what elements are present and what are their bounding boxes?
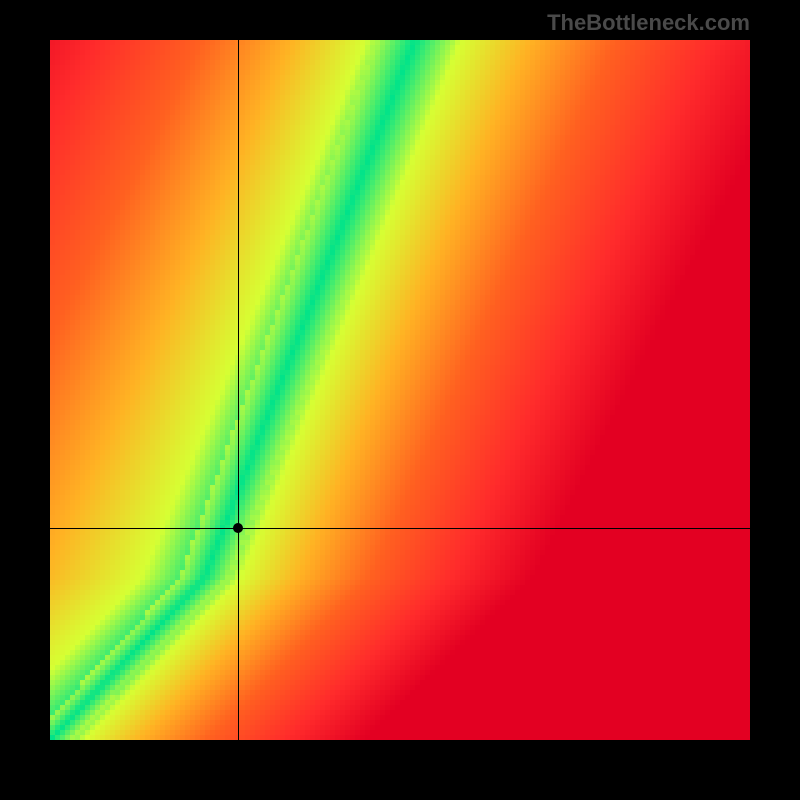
heatmap-canvas bbox=[50, 40, 750, 740]
root: TheBottleneck.com bbox=[0, 0, 800, 800]
crosshair-horizontal bbox=[50, 528, 750, 529]
crosshair-vertical bbox=[238, 40, 239, 740]
watermark-text: TheBottleneck.com bbox=[547, 10, 750, 36]
heatmap-plot bbox=[50, 40, 750, 740]
marker-dot bbox=[233, 523, 243, 533]
